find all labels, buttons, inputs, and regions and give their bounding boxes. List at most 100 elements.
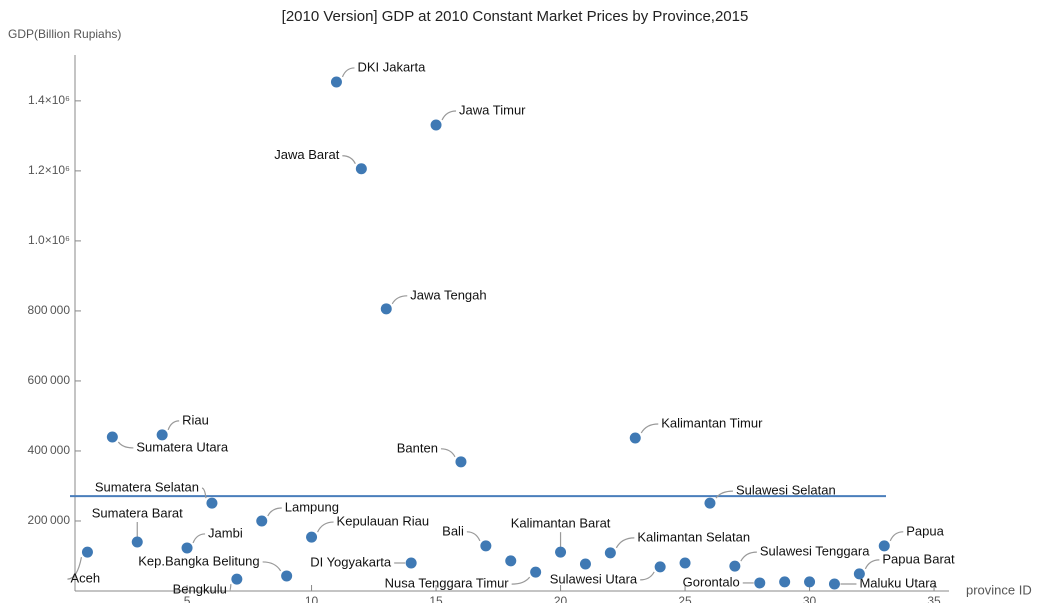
point-label: Kalimantan Barat [511, 516, 611, 531]
point [81, 546, 93, 558]
leader-line [615, 537, 635, 549]
leader-line [267, 507, 282, 517]
point [106, 431, 118, 443]
leader-line [640, 571, 655, 581]
point-label: Sumatera Barat [92, 505, 183, 520]
point-label: Jambi [208, 525, 243, 540]
y-tick-label: 200 000 [28, 513, 71, 527]
point-label: Jawa Barat [274, 147, 339, 162]
point-label: Sulawesi Selatan [736, 483, 836, 498]
point-label: Sumatera Selatan [95, 480, 199, 495]
x-tick-label: 25 [678, 594, 692, 603]
point [654, 561, 666, 573]
leader-line [441, 110, 457, 121]
point [156, 429, 168, 441]
point [131, 536, 143, 548]
leader-line [715, 490, 733, 499]
leader-line [640, 423, 659, 434]
leader-line [117, 441, 134, 449]
x-tick-label: 30 [803, 594, 817, 603]
leader-line [192, 533, 206, 544]
point-label: Bengkulu [173, 582, 227, 597]
point [281, 570, 293, 582]
point [181, 542, 193, 554]
leader-line [341, 67, 355, 78]
leader-line [391, 295, 408, 305]
point-label: Maluku Utara [859, 575, 937, 590]
point [555, 546, 567, 558]
leader-line [342, 155, 356, 165]
point-label: Kepulauan Riau [337, 514, 430, 529]
point-label: Nusa Tenggara Timur [385, 576, 510, 591]
point [330, 76, 342, 88]
point [779, 576, 791, 588]
point [804, 576, 816, 588]
point [405, 557, 417, 569]
x-tick-label: 5 [184, 594, 191, 603]
x-tick-label: 10 [305, 594, 319, 603]
point-label: Sulawesi Utara [550, 571, 638, 586]
y-tick-label: 400 000 [28, 443, 71, 457]
point [579, 558, 591, 570]
leader-line [201, 487, 207, 499]
point-label: Sulawesi Tenggara [760, 544, 870, 559]
leader-line [864, 559, 880, 570]
x-axis-label: province ID [966, 582, 1032, 597]
y-tick-label: 600 000 [28, 373, 71, 387]
point-label: Papua [906, 523, 944, 538]
point [604, 547, 616, 559]
point [530, 566, 542, 578]
point [256, 515, 268, 527]
point [355, 163, 367, 175]
point [629, 432, 641, 444]
plot-area: 200 000 400 000 600 000 800 000 1.0×10⁶ 1.2×1… [28, 55, 955, 603]
point [754, 577, 766, 589]
y-tick-label: 1.0×10⁶ [28, 233, 70, 247]
y-tick-label: 1.2×10⁶ [28, 163, 70, 177]
point-label: Bali [442, 523, 464, 538]
point-label: Jawa Timur [459, 102, 526, 117]
point-label: Sumatera Utara [136, 439, 229, 454]
point [480, 540, 492, 552]
x-tick-label: 20 [554, 594, 568, 603]
leader-line [262, 561, 282, 572]
point [828, 578, 840, 590]
point [853, 568, 865, 580]
point-label: DKI Jakarta [357, 59, 426, 74]
chart-title: [2010 Version] GDP at 2010 Constant Mark… [282, 8, 749, 25]
point [380, 303, 392, 315]
x-tick-label: 15 [429, 594, 443, 603]
point-label: Banten [397, 440, 438, 455]
point-label: Kep.Bangka Belitung [138, 553, 259, 568]
point [505, 555, 517, 567]
y-tick-label: 800 000 [28, 303, 71, 317]
point-label: Kalimantan Timur [661, 415, 763, 430]
leader-line [67, 557, 83, 580]
point [430, 119, 442, 131]
y-axis-label: GDP(Billion Rupiahs) [8, 27, 121, 41]
point [231, 573, 243, 585]
leader-line [229, 584, 232, 591]
leader-line [889, 531, 904, 542]
point [206, 497, 218, 509]
leader-line [511, 576, 531, 585]
point [704, 497, 716, 509]
point [455, 456, 467, 468]
point [729, 560, 741, 572]
point-label: Aceh [70, 571, 100, 586]
point-label: Lampung [285, 499, 339, 514]
leader-line [740, 551, 757, 562]
point-label: Jawa Tengah [410, 287, 486, 302]
point [306, 531, 318, 543]
point-label: Kalimantan Selatan [637, 529, 750, 544]
point [679, 557, 691, 569]
leader-line [317, 521, 334, 533]
leader-line [440, 448, 456, 458]
leader-line [167, 420, 180, 431]
point-label: Gorontalo [683, 574, 740, 589]
leader-line [466, 531, 481, 542]
point-label: Papua Barat [882, 551, 955, 566]
point [878, 540, 890, 552]
x-tick-label: 35 [927, 594, 941, 603]
